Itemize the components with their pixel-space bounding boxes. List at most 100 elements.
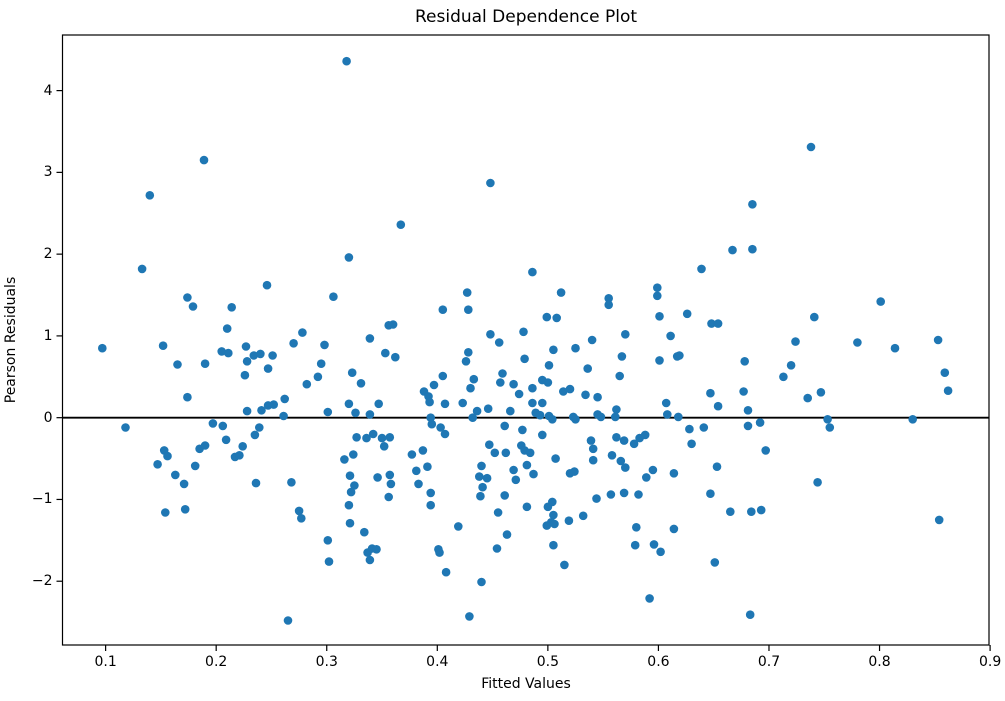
scatter-point bbox=[755, 418, 765, 427]
scatter-point bbox=[522, 502, 532, 512]
y-tick-label: 3 bbox=[43, 164, 53, 181]
x-tick-label: 0.5 bbox=[536, 654, 559, 670]
scatter-point bbox=[475, 472, 484, 481]
y-tick-label: −1 bbox=[31, 491, 53, 508]
scatter-point bbox=[587, 335, 597, 345]
scatter-point bbox=[556, 288, 566, 297]
scatter-point bbox=[656, 547, 665, 557]
scatter-point bbox=[287, 478, 296, 487]
scatter-point bbox=[161, 508, 170, 517]
scatter-point bbox=[876, 297, 885, 306]
scatter-point bbox=[388, 320, 398, 329]
scatter-point bbox=[461, 357, 471, 366]
scatter-point bbox=[199, 155, 209, 165]
x-tick-label: 0.2 bbox=[205, 654, 228, 670]
scatter-point bbox=[621, 463, 630, 472]
scatter-point bbox=[320, 340, 329, 350]
scatter-point bbox=[543, 378, 553, 387]
scatter-point bbox=[612, 433, 621, 442]
scatter-point bbox=[478, 482, 487, 492]
x-tick-label: 0.6 bbox=[647, 654, 670, 670]
scatter-point bbox=[269, 400, 279, 409]
scatter-point bbox=[469, 374, 479, 384]
scatter-point bbox=[407, 450, 417, 459]
scatter-point bbox=[360, 527, 369, 537]
scatter-point bbox=[268, 351, 277, 360]
scatter-point bbox=[634, 490, 643, 499]
scatter-point bbox=[706, 489, 715, 499]
y-tick-label: 1 bbox=[43, 327, 53, 344]
scatter-point bbox=[934, 515, 944, 525]
scatter-point bbox=[262, 280, 272, 290]
scatter-point bbox=[528, 398, 537, 408]
scatter-point bbox=[593, 392, 602, 402]
scatter-point bbox=[588, 444, 598, 454]
scatter-point bbox=[171, 470, 180, 480]
scatter-point bbox=[458, 398, 468, 408]
x-axis-label: Fitted Values bbox=[481, 676, 571, 692]
scatter-point bbox=[506, 406, 515, 416]
scatter-point bbox=[511, 475, 521, 485]
scatter-point bbox=[183, 392, 192, 402]
scatter-point bbox=[279, 411, 288, 421]
scatter-point bbox=[423, 462, 432, 472]
scatter-point bbox=[528, 267, 537, 277]
scatter-point bbox=[606, 490, 616, 499]
scatter-point bbox=[823, 415, 832, 424]
scatter-point bbox=[183, 293, 192, 302]
y-tick-label: 2 bbox=[43, 246, 53, 263]
x-tick-label: 0.4 bbox=[426, 654, 449, 670]
scatter-point bbox=[180, 505, 190, 514]
scatter-point bbox=[550, 519, 559, 529]
scatter-point bbox=[297, 514, 306, 523]
scatter-point bbox=[440, 429, 450, 439]
scatter-point bbox=[384, 492, 394, 502]
scatter-point bbox=[477, 461, 486, 471]
scatter-point bbox=[706, 388, 715, 398]
scatter-point bbox=[791, 337, 800, 346]
scatter-point bbox=[440, 399, 450, 409]
scatter-point bbox=[250, 430, 260, 440]
scatter-point bbox=[200, 441, 210, 450]
scatter-point bbox=[468, 413, 478, 423]
scatter-point bbox=[344, 500, 354, 510]
scatter-point bbox=[509, 465, 518, 475]
scatter-point bbox=[908, 415, 917, 424]
scatter-point bbox=[441, 567, 451, 577]
scatter-point bbox=[386, 479, 396, 489]
scatter-point bbox=[604, 294, 613, 303]
scatter-point bbox=[502, 530, 512, 539]
scatter-point bbox=[687, 439, 696, 449]
scatter-point bbox=[163, 451, 172, 461]
scatter-point bbox=[323, 407, 333, 417]
scatter-point bbox=[222, 324, 232, 333]
scatter-point bbox=[427, 419, 437, 429]
scatter-point bbox=[619, 488, 629, 498]
scatter-point bbox=[617, 352, 627, 361]
scatter-point bbox=[241, 342, 251, 351]
scatter-point bbox=[535, 410, 545, 420]
scatter-point bbox=[564, 516, 574, 525]
scatter-point bbox=[344, 399, 354, 409]
scatter-point bbox=[713, 401, 723, 411]
scatter-point bbox=[351, 408, 360, 418]
scatter-point bbox=[674, 412, 683, 422]
scatter-point bbox=[365, 555, 375, 565]
scatter-point bbox=[707, 319, 716, 328]
scatter-point bbox=[743, 421, 753, 431]
scatter-point bbox=[519, 327, 528, 337]
scatter-point bbox=[492, 544, 502, 553]
y-axis-label: Pearson Residuals bbox=[3, 276, 19, 404]
scatter-point bbox=[615, 371, 624, 381]
scatter-point bbox=[538, 398, 547, 408]
scatter-point bbox=[224, 348, 233, 358]
scatter-point bbox=[632, 523, 641, 532]
scatter-point bbox=[747, 507, 756, 516]
scatter-point bbox=[462, 288, 472, 297]
scatter-point bbox=[745, 610, 755, 619]
scatter-point bbox=[666, 331, 675, 341]
scatter-point bbox=[425, 397, 434, 407]
scatter-point bbox=[227, 303, 236, 312]
scatter-point bbox=[429, 380, 439, 390]
scatter-point bbox=[98, 343, 107, 353]
